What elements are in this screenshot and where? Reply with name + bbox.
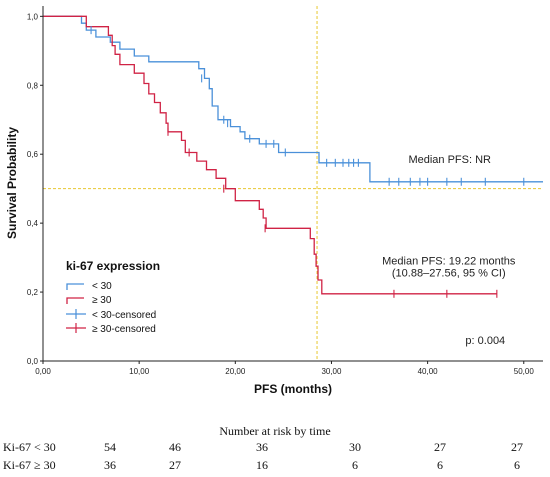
censor-marks xyxy=(90,26,525,298)
reference-lines xyxy=(43,6,543,361)
x-axis-ticks: 0,00 10,00 20,00 30,00 40,00 50,00 xyxy=(35,361,534,376)
y-tick-label: 0,4 xyxy=(27,219,39,228)
axes xyxy=(42,6,543,362)
risk-cell: 27 xyxy=(434,440,446,454)
risk-cell: 6 xyxy=(352,458,358,472)
risk-row-lt30: Ki-67 < 30 54 46 36 30 27 27 xyxy=(0,440,550,456)
curve-lt30 xyxy=(43,15,543,183)
x-tick-label: 40,00 xyxy=(418,367,439,376)
annotation-p-value: p: 0.004 xyxy=(465,335,505,347)
curve-ge30 xyxy=(43,15,497,295)
risk-row-label: Ki-67 < 30 xyxy=(3,440,56,454)
y-axis-ticks: 0,0 0,2 0,4 0,6 0,8 1,0 xyxy=(27,12,43,366)
y-tick-label: 0,0 xyxy=(27,357,39,366)
risk-table-title: Number at risk by time xyxy=(219,424,331,438)
x-tick-label: 30,00 xyxy=(321,367,342,376)
km-chart: 0,00 10,00 20,00 30,00 40,00 50,00 0,00,20,40… xyxy=(5,6,543,396)
risk-cell: 6 xyxy=(437,458,443,472)
y-tick-label: 0,6 xyxy=(27,150,39,159)
annotation-median-ci: (10.88–27.56, 95 % CI) xyxy=(392,268,506,280)
legend: ki-67 expression < 30 ≥ 30 < 30-censored… xyxy=(66,259,160,335)
risk-row-ge30: Ki-67 ≥ 30 36 27 16 6 6 6 xyxy=(0,458,550,474)
legend-entry-ge30-censored: ≥ 30-censored xyxy=(66,323,156,335)
y-axis-title: Survival Probability xyxy=(5,127,19,239)
plot-area xyxy=(43,6,543,361)
risk-cell: 46 xyxy=(169,440,181,454)
legend-label-lt30-censored: < 30-censored xyxy=(92,310,156,321)
legend-swatch-lt30-censored xyxy=(66,309,86,319)
x-tick-label: 0,00 xyxy=(35,367,51,376)
risk-cell: 36 xyxy=(104,458,116,472)
annotations: Median PFS: NR Median PFS: 19.22 months … xyxy=(382,154,516,347)
y-tick-label: 1,0 xyxy=(27,12,39,21)
legend-title: ki-67 expression xyxy=(66,259,160,273)
risk-cell: 27 xyxy=(169,458,181,472)
annotation-median-nr: Median PFS: NR xyxy=(408,154,491,166)
legend-swatch-ge30 xyxy=(66,297,84,304)
x-tick-label: 20,00 xyxy=(225,367,246,376)
legend-label-ge30-censored: ≥ 30-censored xyxy=(92,324,156,335)
legend-entry-lt30: < 30 xyxy=(66,281,112,292)
x-axis-title: PFS (months) xyxy=(254,382,332,396)
x-tick-label: 10,00 xyxy=(129,367,150,376)
legend-swatch-lt30 xyxy=(66,283,84,290)
legend-label-lt30: < 30 xyxy=(92,281,112,292)
x-tick-label: 50,00 xyxy=(514,367,535,376)
risk-cell: 27 xyxy=(511,440,523,454)
survival-curves xyxy=(43,15,543,295)
legend-label-ge30: ≥ 30 xyxy=(92,295,112,306)
legend-entry-ge30: ≥ 30 xyxy=(66,295,112,306)
risk-cell: 36 xyxy=(256,440,268,454)
annotation-median-pfs: Median PFS: 19.22 months xyxy=(382,255,516,267)
legend-swatch-ge30-censored xyxy=(66,323,86,333)
risk-cell: 54 xyxy=(104,440,116,454)
risk-row-label: Ki-67 ≥ 30 xyxy=(3,458,56,472)
y-tick-label: 0,2 xyxy=(27,288,39,297)
risk-cell: 6 xyxy=(514,458,520,472)
legend-entry-lt30-censored: < 30-censored xyxy=(66,309,156,321)
y-tick-label: 0,8 xyxy=(27,81,39,90)
risk-cell: 16 xyxy=(256,458,268,472)
risk-cell: 30 xyxy=(349,440,361,454)
